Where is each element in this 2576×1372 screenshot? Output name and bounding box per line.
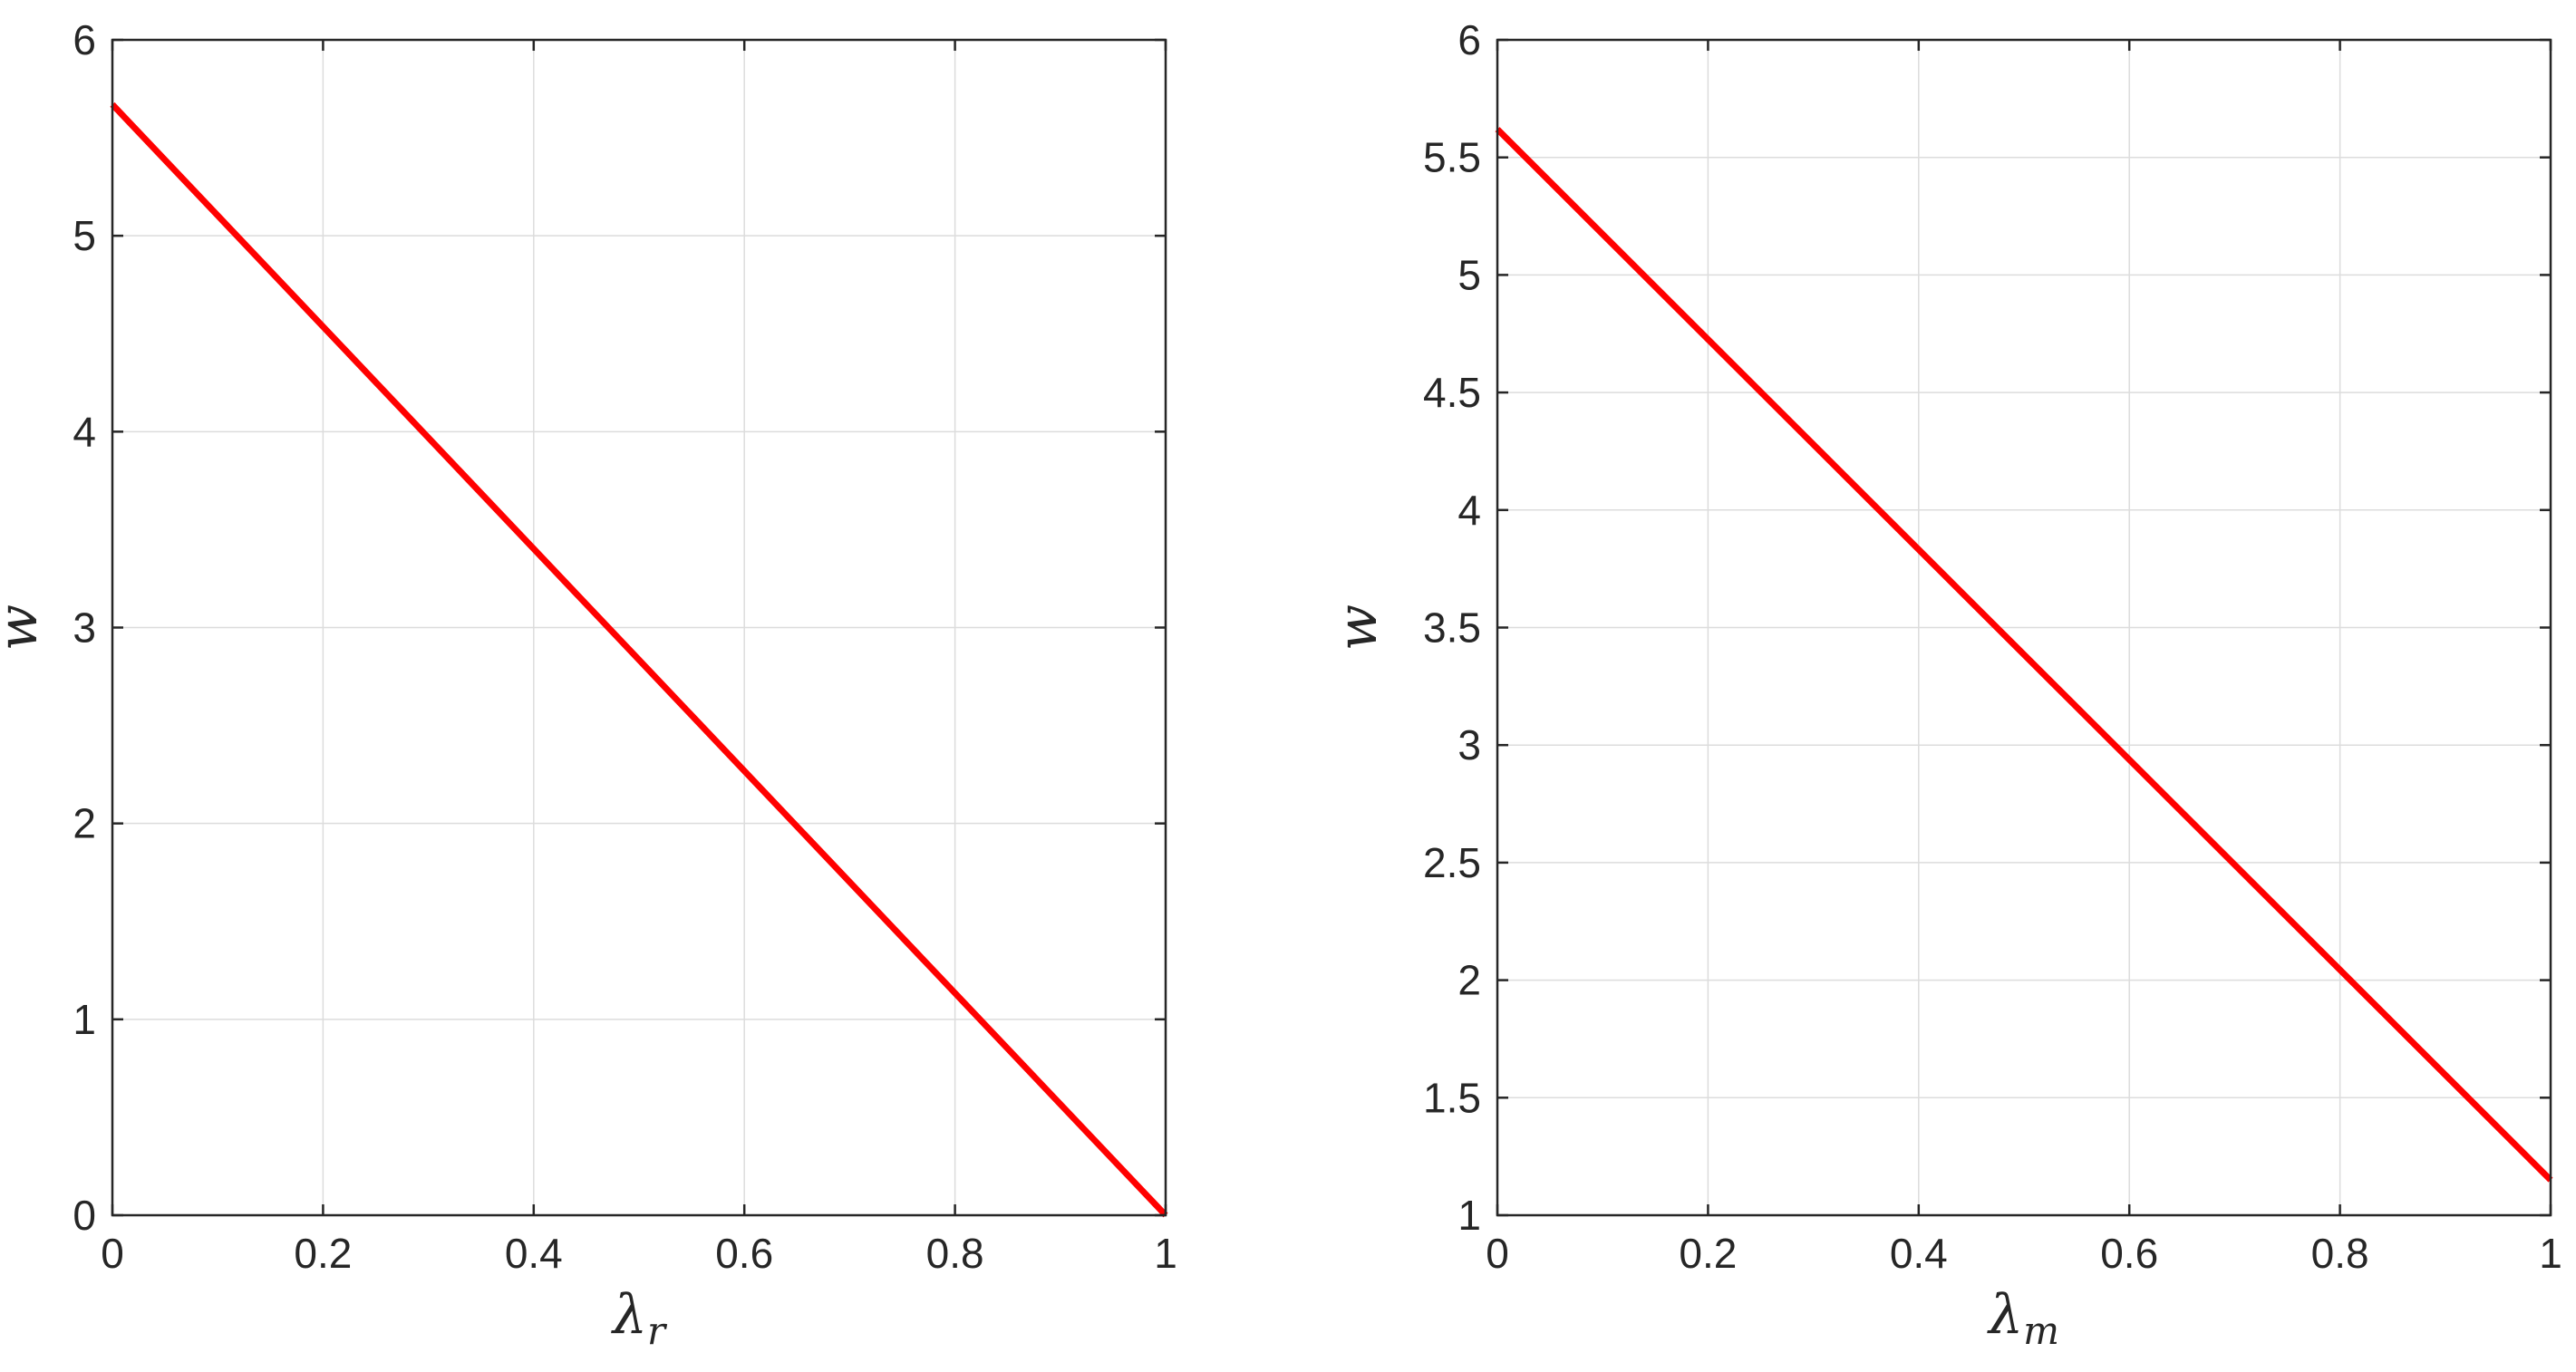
right-y-tick-label: 5 — [1457, 251, 1481, 298]
right-y-tick-label: 3.5 — [1423, 604, 1481, 652]
left-y-tick-label: 6 — [73, 16, 96, 63]
left-y-tick-label: 1 — [73, 996, 96, 1043]
left-y-tick-label: 0 — [73, 1192, 96, 1239]
right-x-tick-label: 0.2 — [1679, 1230, 1737, 1277]
right-y-tick-label: 2.5 — [1423, 839, 1481, 886]
right-y-tick-label: 2 — [1457, 957, 1481, 1004]
left-x-tick-label: 0.8 — [926, 1230, 984, 1277]
left-y-tick-label: 3 — [73, 604, 96, 652]
left-grid — [112, 40, 1166, 1215]
left-chart: 0 0.2 0.4 0.6 0.8 1 0 1 2 3 4 5 6 λr w — [0, 16, 1177, 1353]
left-x-tick-label: 1 — [1154, 1230, 1177, 1277]
right-x-tick-label: 1 — [2539, 1230, 2562, 1277]
left-series-line — [110, 101, 1168, 1218]
left-x-tick-label: 0.2 — [294, 1230, 352, 1277]
right-y-tick-label: 4.5 — [1423, 369, 1481, 416]
right-chart: 0 0.2 0.4 0.6 0.8 1 1 1.5 2 2.5 3 3.5 4 4.5 5 5.5 6 λm w — [1326, 16, 2562, 1353]
right-x-tick-label: 0.4 — [1890, 1230, 1948, 1277]
left-x-tick-label: 0.6 — [715, 1230, 773, 1277]
right-y-tick-label: 4 — [1457, 487, 1481, 534]
left-x-tick-label: 0 — [101, 1230, 124, 1277]
right-x-tick-label: 0.8 — [2311, 1230, 2369, 1277]
left-x-axis-label: λr — [611, 1283, 668, 1353]
right-y-tick-label: 3 — [1457, 721, 1481, 768]
left-x-tick-label: 0.4 — [505, 1230, 563, 1277]
left-y-tick-label: 2 — [73, 800, 96, 847]
right-y-tick-label: 6 — [1457, 16, 1481, 63]
right-y-tick-label: 5.5 — [1423, 134, 1481, 181]
left-y-axis-label: w — [0, 604, 50, 651]
left-y-tick-label: 4 — [73, 408, 96, 455]
right-y-tick-label: 1 — [1457, 1192, 1481, 1239]
right-x-tick-label: 0 — [1486, 1230, 1509, 1277]
right-x-axis-label: λm — [1987, 1283, 2059, 1353]
left-y-tick-label: 5 — [73, 212, 96, 259]
right-x-tick-label: 0.6 — [2100, 1230, 2158, 1277]
right-y-tick-label: 1.5 — [1423, 1074, 1481, 1121]
right-y-axis-label: w — [1326, 604, 1390, 651]
right-series-line — [1495, 127, 2553, 1183]
right-grid — [1497, 40, 2551, 1215]
